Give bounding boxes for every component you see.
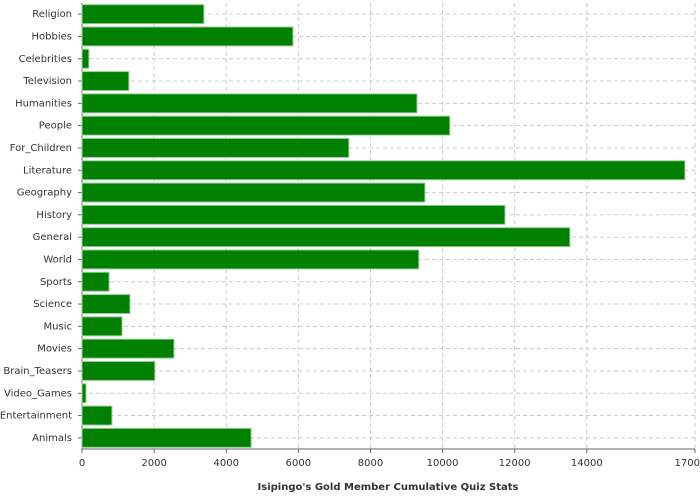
bar [81, 427, 252, 448]
bar [81, 160, 686, 181]
y-tick-label: Movies [37, 344, 72, 355]
bar [81, 360, 156, 381]
y-tick-label: Television [22, 76, 72, 87]
x-tick-label: 10000 [427, 458, 459, 469]
x-tick-label: 8000 [358, 458, 383, 469]
x-tick-label: 2000 [141, 458, 166, 469]
y-tick-label: Video_Games [4, 388, 72, 399]
bar [81, 26, 294, 47]
y-tick-label: Sports [40, 277, 72, 288]
bar [81, 4, 205, 25]
y-tick-label: Humanities [15, 98, 72, 109]
bar [81, 48, 90, 69]
bar [81, 338, 175, 359]
x-tick-label: 14000 [571, 458, 603, 469]
y-tick-label: For_Children [10, 143, 72, 154]
x-axis-label: Isipingo's Gold Member Cumulative Quiz S… [258, 482, 519, 493]
bar [81, 405, 113, 426]
bar [81, 93, 418, 114]
bar [81, 316, 123, 337]
x-tick-label: 6000 [286, 458, 311, 469]
y-tick-label: Animals [32, 433, 72, 444]
y-tick-label: Geography [17, 188, 72, 199]
y-tick-label: Brain_Teasers [3, 366, 72, 377]
y-tick-label: World [43, 254, 72, 265]
bar [81, 137, 350, 158]
y-tick-label: People [39, 121, 72, 132]
bar [81, 115, 451, 136]
y-tick-label: Hobbies [32, 31, 72, 42]
y-tick-label: Music [44, 321, 72, 332]
bar [81, 294, 131, 315]
y-tick-label: Entertainment [0, 411, 72, 422]
y-tick-label: General [33, 232, 72, 243]
y-tick-label: History [36, 210, 72, 221]
x-tick-label: 1700 [675, 458, 700, 469]
y-tick-label: Literature [23, 165, 72, 176]
bar [81, 182, 426, 203]
bar [81, 71, 130, 92]
bar [81, 227, 571, 248]
bar [81, 383, 87, 404]
x-tick-label: 12000 [499, 458, 531, 469]
x-tick-label: 4000 [214, 458, 239, 469]
y-tick-label: Celebrities [19, 54, 72, 65]
bar [81, 271, 110, 292]
bar [81, 249, 420, 270]
x-tick-label: 0 [79, 458, 85, 469]
y-tick-label: Science [33, 299, 72, 310]
bar [81, 204, 506, 225]
y-tick-label: Religion [32, 9, 72, 20]
